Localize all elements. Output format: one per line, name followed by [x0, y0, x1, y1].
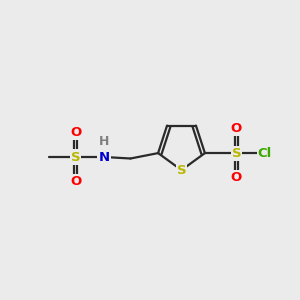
Text: H: H	[99, 135, 109, 148]
Text: S: S	[71, 151, 80, 164]
Text: O: O	[231, 171, 242, 184]
Text: O: O	[231, 122, 242, 135]
Text: S: S	[177, 164, 186, 177]
Text: S: S	[232, 147, 241, 160]
Text: Cl: Cl	[258, 147, 272, 160]
Text: O: O	[70, 126, 81, 139]
Text: N: N	[98, 151, 110, 164]
Text: O: O	[70, 175, 81, 188]
